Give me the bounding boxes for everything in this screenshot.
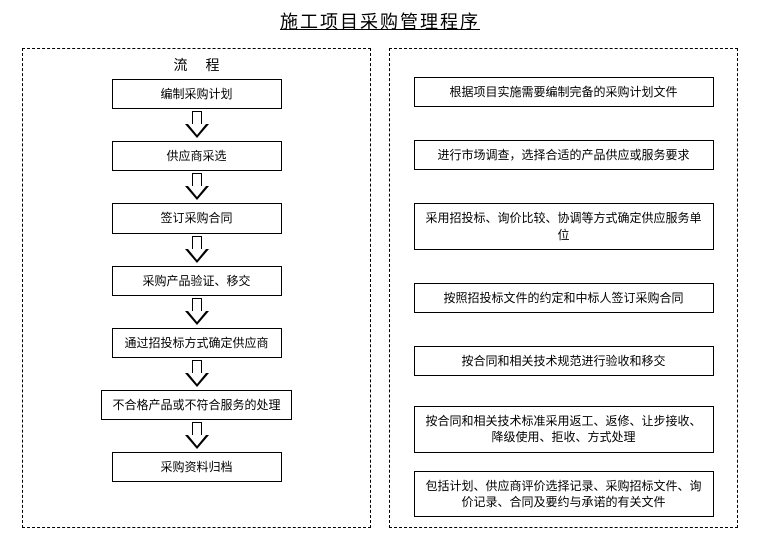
diagram-container: 流程 编制采购计划 供应商采选 签订采购合同 采购产品验证、移交 通过招投标方式…: [0, 40, 760, 540]
arrow-down-icon: [185, 298, 209, 326]
flow-panel: 流程 编制采购计划 供应商采选 签订采购合同 采购产品验证、移交 通过招投标方式…: [22, 48, 371, 528]
desc-box-4: 按合同和相关技术规范进行验收和移交: [414, 346, 714, 376]
arrow-down-icon: [185, 422, 209, 450]
arrow-down-icon: [185, 173, 209, 201]
description-panel: 根据项目实施需要编制完备的采购计划文件 进行市场调查，选择合适的产品供应或服务要…: [389, 48, 738, 528]
desc-box-0: 根据项目实施需要编制完备的采购计划文件: [414, 77, 714, 107]
arrow-down-icon: [185, 236, 209, 264]
step-box-6: 采购资料归档: [112, 452, 282, 482]
flow-column: 编制采购计划 供应商采选 签订采购合同 采购产品验证、移交 通过招投标方式确定供…: [33, 79, 360, 482]
description-column: 根据项目实施需要编制完备的采购计划文件 进行市场调查，选择合适的产品供应或服务要…: [400, 55, 727, 517]
step-box-0: 编制采购计划: [112, 79, 282, 109]
step-box-2: 签订采购合同: [112, 203, 282, 233]
step-box-4: 通过招投标方式确定供应商: [112, 328, 282, 358]
desc-box-2: 采用招投标、询价比较、协调等方式确定供应服务单位: [414, 203, 714, 249]
desc-box-6: 包括计划、供应商评价选择记录、采购招标文件、询价记录、合同及要约与承诺的有关文件: [414, 471, 714, 517]
arrow-down-icon: [185, 111, 209, 139]
flow-panel-header: 流程: [33, 55, 360, 79]
page-title: 施工项目采购管理程序: [0, 0, 760, 40]
desc-box-1: 进行市场调查，选择合适的产品供应或服务要求: [414, 140, 714, 170]
arrow-down-icon: [185, 360, 209, 388]
step-box-5: 不合格产品或不符合服务的处理: [101, 390, 291, 420]
desc-box-5: 按合同和相关技术标准采用返工、返修、让步接收、降级使用、拒收、方式处理: [414, 406, 714, 452]
step-box-3: 采购产品验证、移交: [112, 266, 282, 296]
step-box-1: 供应商采选: [112, 141, 282, 171]
desc-box-3: 按照招投标文件的约定和中标人签订采购合同: [414, 283, 714, 313]
